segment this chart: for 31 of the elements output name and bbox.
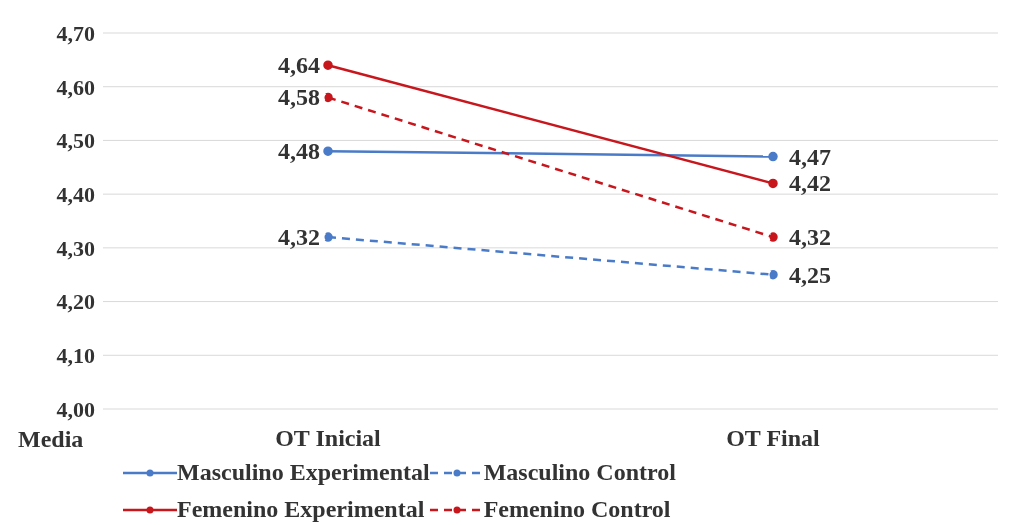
y-axis-title: Media: [18, 426, 84, 452]
x-tick-label: OT Final: [726, 425, 821, 452]
point: [768, 269, 778, 280]
y-tick-label: 4,10: [56, 343, 95, 369]
data-label: 4,48: [278, 138, 320, 165]
y-tick-label: 4,30: [56, 235, 95, 261]
data-label: 4,25: [789, 261, 831, 288]
point: [768, 178, 778, 189]
legend-label: Femenino Experimental: [177, 496, 425, 523]
data-label: 4,42: [789, 170, 831, 197]
data-label: 4,32: [789, 224, 831, 251]
point: [323, 146, 333, 156]
data-label: 4,58: [278, 84, 320, 111]
point: [768, 232, 778, 242]
y-tick-label: 4,40: [56, 181, 95, 207]
point: [323, 92, 333, 103]
y-tick-label: 4,60: [56, 74, 95, 100]
y-tick-label: 4,00: [56, 396, 95, 422]
point: [323, 60, 333, 70]
data-label: 4,32: [278, 224, 320, 251]
legend-label: Masculino Control: [483, 459, 676, 486]
data-label: 4,64: [278, 52, 320, 79]
point: [323, 232, 333, 242]
x-tick-label: OT Inicial: [275, 425, 382, 452]
point: [768, 151, 778, 162]
y-tick-label: 4,70: [56, 20, 95, 46]
y-tick-label: 4,50: [56, 128, 95, 154]
data-label: 4,47: [789, 143, 831, 170]
legend-label: Masculino Experimental: [177, 459, 430, 486]
legend-label: Femenino Control: [483, 496, 671, 523]
y-tick-label: 4,20: [56, 289, 95, 315]
